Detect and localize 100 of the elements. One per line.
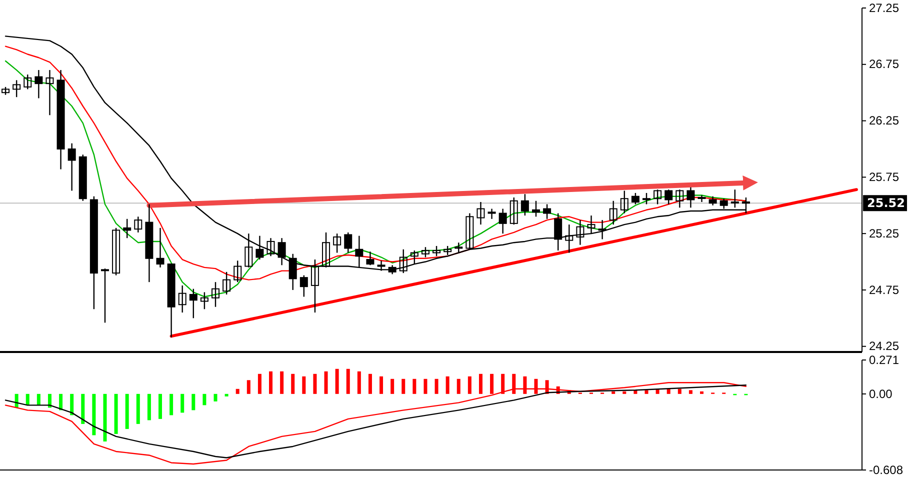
candlestick xyxy=(444,245,452,256)
bar xyxy=(335,368,339,394)
bar xyxy=(324,371,328,394)
bar xyxy=(368,374,372,394)
candlestick xyxy=(476,201,485,226)
y-tick-label: 24.75 xyxy=(869,282,900,297)
y-tick-label: 0.271 xyxy=(869,352,900,367)
candlestick xyxy=(278,237,286,266)
candlestick xyxy=(234,260,242,283)
candlestick xyxy=(676,188,684,208)
bar xyxy=(202,394,206,406)
bar xyxy=(246,380,250,394)
candlestick xyxy=(189,288,198,319)
bar xyxy=(468,376,472,394)
bar xyxy=(125,394,129,429)
bar xyxy=(666,388,670,394)
ref-line-label: 25.52 xyxy=(867,196,905,210)
bar xyxy=(114,394,118,434)
candlestick xyxy=(609,200,618,226)
candlestick xyxy=(366,251,374,266)
candlestick xyxy=(631,192,640,205)
candlestick xyxy=(34,69,43,99)
candlestick xyxy=(344,232,352,254)
bar xyxy=(280,371,284,394)
bar xyxy=(446,376,450,394)
candlestick xyxy=(134,216,142,234)
bar xyxy=(170,394,174,416)
candlestick xyxy=(532,200,540,218)
bar xyxy=(612,391,616,394)
bar xyxy=(380,376,384,394)
bar xyxy=(688,390,692,394)
bar xyxy=(214,394,218,402)
bar xyxy=(147,394,151,420)
candlestick xyxy=(454,242,463,254)
bar xyxy=(622,391,626,394)
candlestick xyxy=(565,224,574,254)
bar xyxy=(26,394,30,406)
bar xyxy=(36,394,40,406)
y-tick-label: 27.25 xyxy=(869,0,900,15)
candlestick xyxy=(222,271,231,296)
candlestick xyxy=(587,214,596,234)
bar xyxy=(236,388,240,394)
y-tick-label: 0.00 xyxy=(869,386,893,401)
candlestick xyxy=(466,212,474,250)
candlestick xyxy=(46,69,54,116)
y-tick-label: 26.75 xyxy=(869,57,900,72)
bar xyxy=(302,376,306,394)
candlestick xyxy=(543,204,552,220)
candlestick xyxy=(156,227,164,268)
y-tick-label: 25.25 xyxy=(869,226,900,240)
candlestick xyxy=(598,219,606,240)
candlestick xyxy=(510,196,518,226)
candlestick xyxy=(200,292,208,310)
bar xyxy=(59,394,63,410)
candlestick xyxy=(720,198,728,210)
bar xyxy=(402,378,406,394)
candlestick xyxy=(576,219,584,246)
candlestick xyxy=(68,142,76,192)
bar xyxy=(313,374,317,394)
candlestick xyxy=(123,218,132,239)
candlestick xyxy=(256,235,264,260)
candlestick xyxy=(178,284,186,314)
bar xyxy=(456,378,460,394)
bar xyxy=(224,394,228,396)
bar xyxy=(412,378,416,394)
bar xyxy=(81,394,85,424)
candlestick xyxy=(620,190,628,214)
candlestick xyxy=(100,268,109,324)
candlestick xyxy=(24,74,32,90)
candlestick xyxy=(730,188,739,208)
candlestick xyxy=(300,274,308,298)
candlestick xyxy=(708,196,717,206)
candlestick xyxy=(488,208,496,220)
candlestick xyxy=(698,194,706,203)
bar xyxy=(644,390,648,394)
y-tick-label: 24.25 xyxy=(869,339,900,354)
bar xyxy=(678,388,682,394)
candlestick xyxy=(410,250,418,265)
candlestick xyxy=(421,246,430,258)
candlestick xyxy=(554,212,562,252)
bar xyxy=(258,374,262,394)
bar xyxy=(103,394,107,442)
y-tick-label: 25.75 xyxy=(869,170,900,184)
candlestick xyxy=(432,245,441,257)
y-tick-label: 26.25 xyxy=(869,114,900,128)
bar xyxy=(291,374,295,394)
candlestick xyxy=(664,188,673,205)
bar xyxy=(92,394,96,436)
bar xyxy=(357,371,361,394)
candlestick xyxy=(520,194,529,216)
bar xyxy=(390,378,394,394)
bar xyxy=(158,394,162,419)
bar xyxy=(424,378,428,394)
candlestick xyxy=(654,188,662,205)
candlestick xyxy=(642,192,650,205)
candlestick xyxy=(212,281,220,308)
y-tick-label: -0.608 xyxy=(869,462,904,477)
bar xyxy=(192,394,196,410)
bar xyxy=(70,394,74,416)
bar xyxy=(180,394,184,413)
